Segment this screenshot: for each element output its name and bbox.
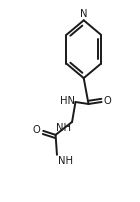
Text: NH: NH (56, 123, 71, 133)
Text: O: O (33, 125, 40, 135)
Text: HN: HN (60, 96, 75, 106)
Text: NH: NH (58, 156, 73, 166)
Text: O: O (104, 96, 111, 106)
Text: N: N (80, 9, 88, 19)
